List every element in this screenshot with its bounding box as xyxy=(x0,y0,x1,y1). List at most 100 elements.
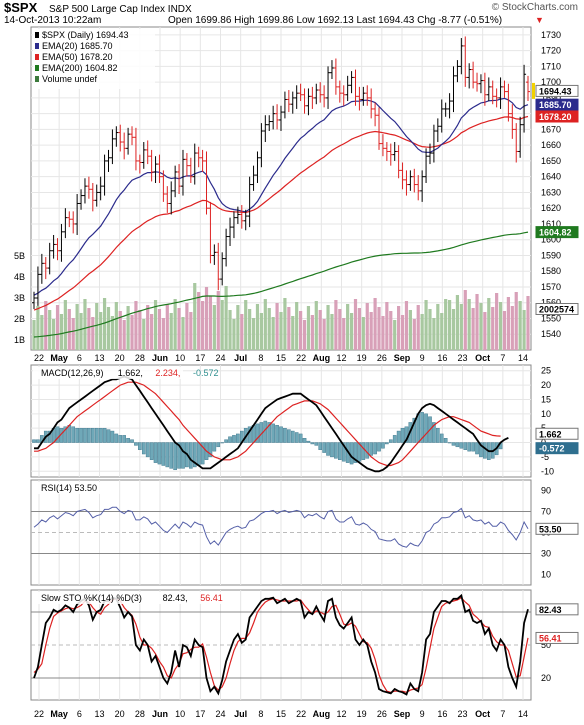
x-tick-label: 22 xyxy=(34,353,44,363)
x-tick-label: 26 xyxy=(377,353,387,363)
macd-histogram-bar xyxy=(471,442,475,452)
volume-tick-label: 2B xyxy=(14,314,25,324)
volume-bar xyxy=(102,298,107,350)
volume-bar xyxy=(440,313,444,350)
legend-entry: 1.662, xyxy=(118,368,143,378)
macd-histogram-bar xyxy=(294,432,299,443)
price-tick-label: 1550 xyxy=(541,313,561,323)
volume-bar xyxy=(322,319,326,350)
price-tick-label: 1560 xyxy=(541,298,561,308)
x-tick-label: 10 xyxy=(175,709,185,719)
volume-bar xyxy=(475,294,479,350)
volume-bar xyxy=(134,301,138,350)
volume-bar xyxy=(271,317,275,350)
volume-bar xyxy=(87,308,91,350)
price-tick-label: 1570 xyxy=(541,282,561,292)
price-tick-label: 1650 xyxy=(541,156,561,166)
x-tick-label: Sep xyxy=(394,353,411,363)
rsi-badge-box xyxy=(535,522,579,535)
sto-badge-box xyxy=(535,631,579,644)
volume-bar xyxy=(373,298,377,350)
macd-histogram-bar xyxy=(338,442,342,460)
volume-bar xyxy=(181,317,185,350)
volume-bar xyxy=(263,299,267,350)
volume-tick-label: 1B xyxy=(14,335,25,345)
macd-histogram-bar xyxy=(177,442,181,469)
macd-histogram-bar xyxy=(334,442,338,459)
change-down-icon: ▼ xyxy=(535,15,544,25)
macd-histogram-bar xyxy=(110,430,115,443)
x-tick-label: 24 xyxy=(215,709,225,719)
volume-bar xyxy=(275,303,279,350)
macd-histogram-bar xyxy=(192,442,197,468)
x-tick-label: 8 xyxy=(258,709,263,719)
macd-histogram-bar xyxy=(432,422,436,443)
volume-bar xyxy=(48,310,52,350)
volume-bar xyxy=(153,300,158,350)
volume-bar xyxy=(244,300,248,350)
macd-histogram-bar xyxy=(369,442,373,456)
macd-histogram-bar xyxy=(200,442,205,465)
volume-bar xyxy=(177,308,181,350)
price-badge-box xyxy=(535,84,579,97)
volume-bar xyxy=(385,302,389,350)
macd-histogram-bar xyxy=(145,442,150,458)
volume-bar xyxy=(200,301,205,350)
macd-tick-label: 15 xyxy=(541,394,551,404)
macd-tick-label: 10 xyxy=(541,409,551,419)
macd-histogram-bar xyxy=(420,412,424,443)
volume-bar xyxy=(522,310,526,350)
volume-bar xyxy=(36,306,40,350)
volume-bar xyxy=(220,300,224,350)
macd-histogram-bar xyxy=(322,442,326,453)
macd-histogram-bar xyxy=(134,442,138,446)
volume-bar xyxy=(228,310,232,350)
macd-histogram-bar xyxy=(106,429,111,443)
x-tick-label: 13 xyxy=(94,709,104,719)
volume-bar xyxy=(161,318,165,350)
macd-line xyxy=(34,375,509,473)
volume-bar xyxy=(204,287,209,350)
volume-bar xyxy=(455,295,460,350)
macd-histogram-bar xyxy=(447,442,452,444)
macd-histogram-bar xyxy=(475,442,479,455)
volume-bar xyxy=(283,298,287,350)
volume-bar xyxy=(463,290,467,350)
x-tick-label: 13 xyxy=(94,353,104,363)
volume-bar xyxy=(428,309,432,350)
macd-histogram-bar xyxy=(232,435,236,443)
macd-histogram-bar xyxy=(443,438,448,443)
macd-histogram-bar xyxy=(87,427,91,443)
volume-bar xyxy=(306,306,311,350)
x-tick-label: 19 xyxy=(357,353,367,363)
macd-histogram-bar xyxy=(138,442,142,450)
x-tick-label: 6 xyxy=(77,709,82,719)
price-badge-text: 1694.43 xyxy=(539,86,572,96)
price-badge-text: 1604.82 xyxy=(539,228,572,238)
macd-histogram-bar xyxy=(467,442,471,452)
price-tick-label: 1640 xyxy=(541,172,561,182)
macd-histogram-bar xyxy=(396,430,401,443)
legend-entry: Volume undef xyxy=(42,74,98,84)
volume-bar xyxy=(314,301,318,350)
volume-bar xyxy=(491,307,495,350)
volume-bar xyxy=(212,305,216,350)
price-tick-label: 1610 xyxy=(541,219,561,229)
macd-histogram-bar xyxy=(381,442,385,449)
volume-bar xyxy=(208,296,213,350)
legend-entry: RSI(14) 53.50 xyxy=(41,483,97,493)
macd-tick-label: -10 xyxy=(541,466,554,476)
x-tick-label: 10 xyxy=(175,353,185,363)
macd-signal-line xyxy=(34,381,501,467)
volume-bar xyxy=(342,318,346,350)
volume-bar xyxy=(44,301,48,350)
price-tick-label: 1660 xyxy=(541,140,561,150)
macd-histogram-bar xyxy=(361,442,366,460)
volume-bar xyxy=(122,320,126,350)
macd-histogram-bar xyxy=(196,442,201,466)
volume-bar xyxy=(299,311,303,350)
macd-badge-text: 1.662 xyxy=(539,429,562,439)
volume-bar xyxy=(365,303,369,350)
legend-entry: -0.572 xyxy=(193,368,219,378)
